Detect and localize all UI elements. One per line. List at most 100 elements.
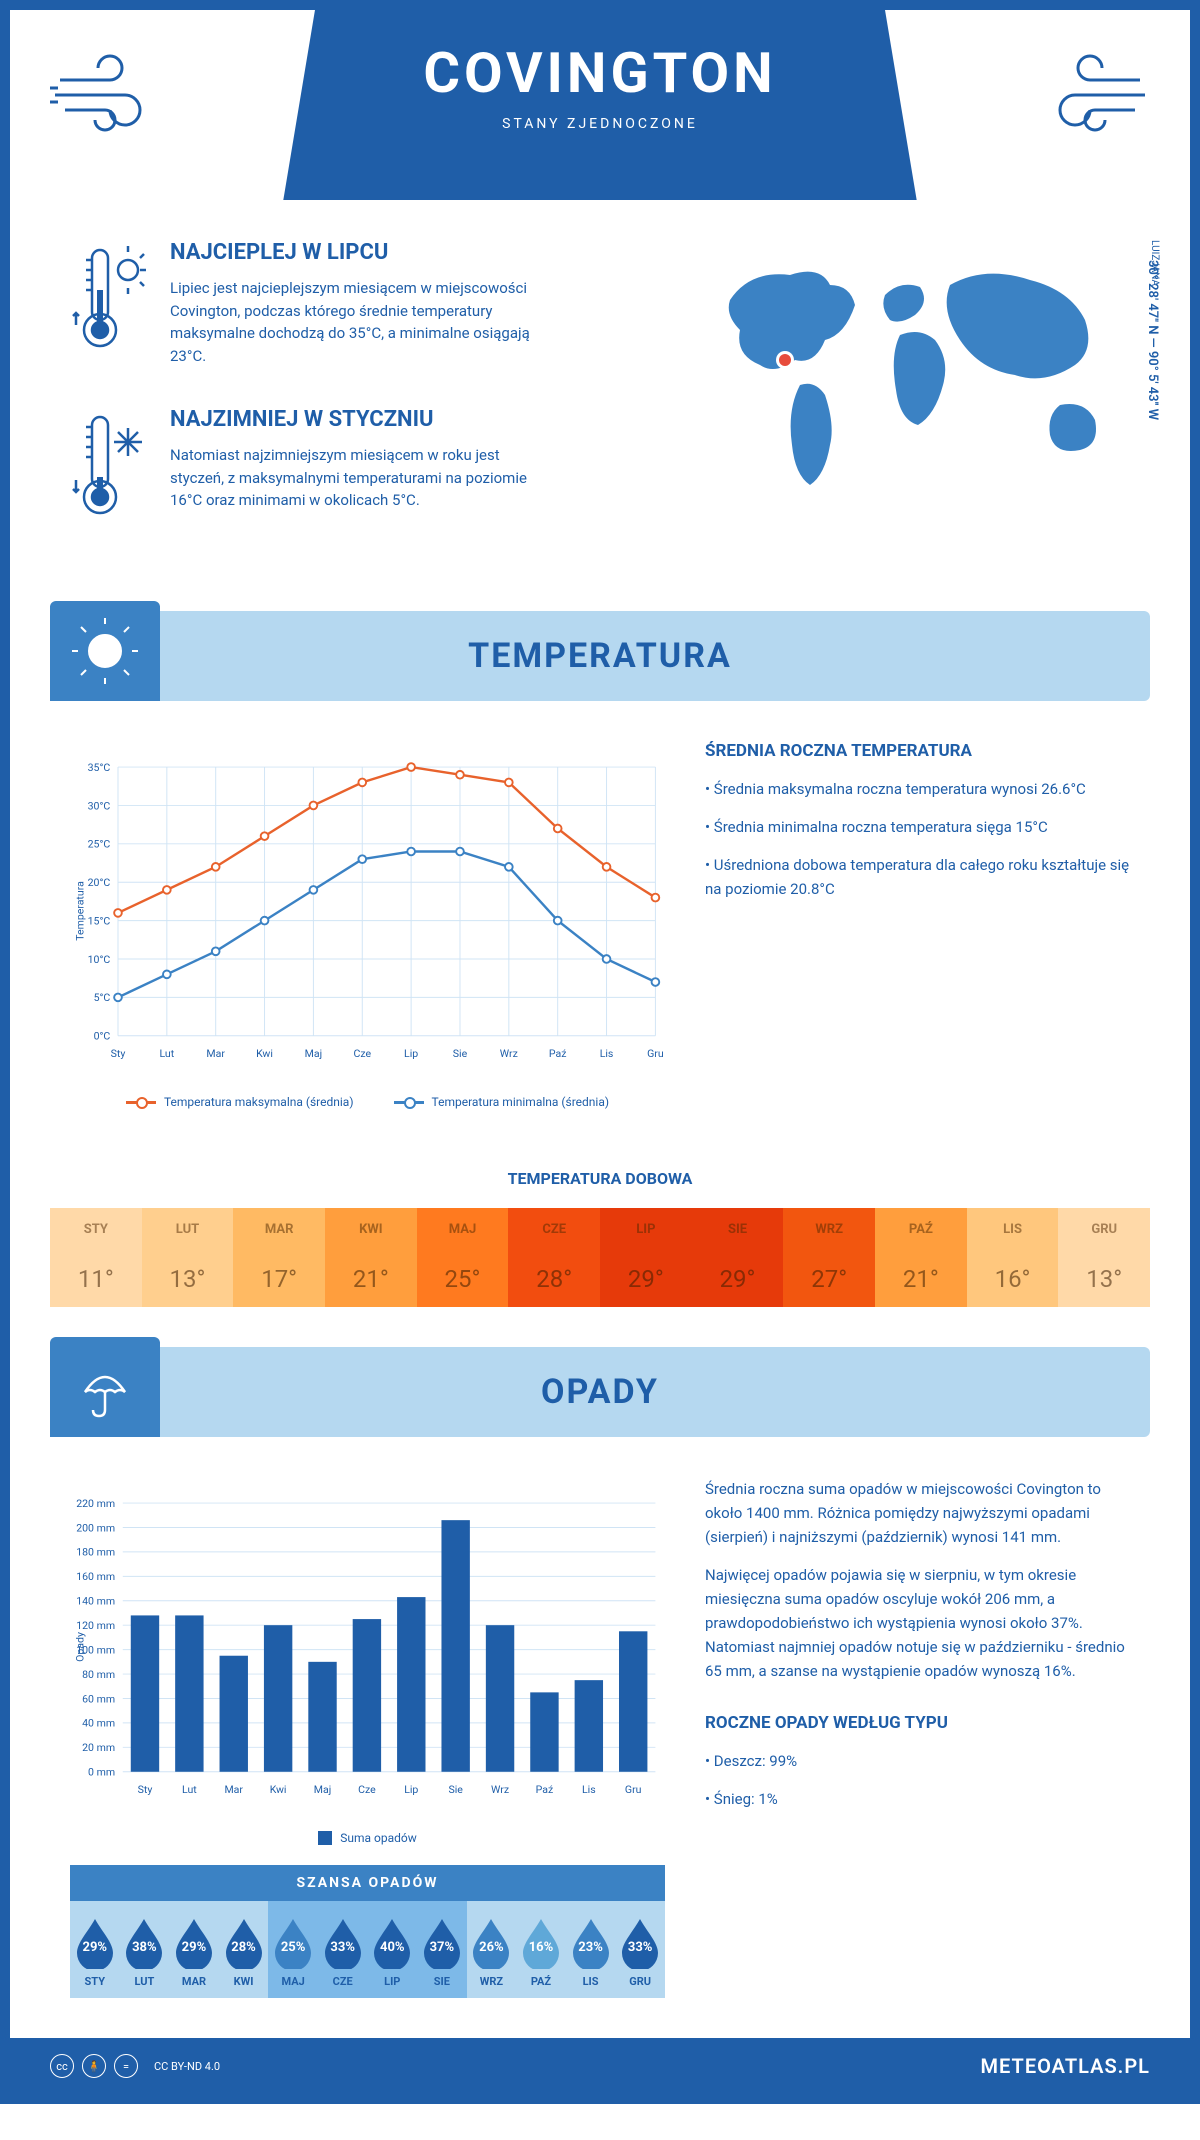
- rain-chance-cell: 26%WRZ: [467, 1901, 517, 1998]
- temperature-section-header: TEMPERATURA: [50, 611, 1150, 701]
- sun-icon: [50, 601, 160, 701]
- thermometer-cold-icon: [70, 407, 150, 531]
- svg-text:Lip: Lip: [404, 1783, 418, 1796]
- precip-type-item: • Deszcz: 99%: [705, 1749, 1130, 1773]
- rain-chance-cell: 29%STY: [70, 1901, 120, 1998]
- precip-title: OPADY: [541, 1372, 659, 1412]
- precip-bar-chart: 0 mm20 mm40 mm60 mm80 mm100 mm120 mm140 …: [70, 1477, 665, 1845]
- svg-text:Kwi: Kwi: [256, 1047, 273, 1060]
- license: cc 🧍 = CC BY-ND 4.0: [50, 2054, 220, 2078]
- coordinates: 30° 28' 47'' N — 90° 5' 43'' W: [1145, 260, 1160, 420]
- svg-text:Paź: Paź: [536, 1783, 554, 1796]
- daily-temp-cell: PAŹ21°: [875, 1208, 967, 1307]
- svg-text:20°C: 20°C: [88, 876, 111, 889]
- coldest-title: NAJZIMNIEJ W STYCZNIU: [170, 407, 550, 432]
- svg-text:Mar: Mar: [206, 1047, 225, 1060]
- daily-temp-cell: MAR17°: [233, 1208, 325, 1307]
- svg-text:40 mm: 40 mm: [82, 1717, 115, 1730]
- svg-text:Temperatura: Temperatura: [73, 881, 86, 941]
- svg-text:5°C: 5°C: [94, 991, 111, 1004]
- rain-chance-cell: 33%GRU: [615, 1901, 665, 1998]
- temperature-title: TEMPERATURA: [468, 636, 732, 676]
- temp-bullet: • Średnia maksymalna roczna temperatura …: [705, 777, 1130, 801]
- svg-text:60 mm: 60 mm: [82, 1692, 115, 1705]
- svg-text:Mar: Mar: [224, 1783, 243, 1796]
- svg-text:80 mm: 80 mm: [82, 1668, 115, 1681]
- svg-text:Opady: Opady: [73, 1632, 86, 1662]
- svg-text:160 mm: 160 mm: [76, 1570, 115, 1583]
- precip-section-header: OPADY: [50, 1347, 1150, 1437]
- svg-text:Lut: Lut: [182, 1783, 197, 1796]
- cc-by-icon: 🧍: [82, 2054, 106, 2078]
- country-subtitle: STANY ZJEDNOCZONE: [423, 116, 776, 132]
- rain-chance-cell: 28%KWI: [219, 1901, 269, 1998]
- wind-icon: [50, 40, 170, 144]
- precip-type-item: • Śnieg: 1%: [705, 1787, 1130, 1811]
- thermometer-hot-icon: [70, 240, 150, 367]
- daily-temp-cell: STY11°: [50, 1208, 142, 1307]
- overview: NAJCIEPLEJ W LIPCU Lipiec jest najcieple…: [10, 200, 1190, 611]
- footer: cc 🧍 = CC BY-ND 4.0 METEOATLAS.PL: [10, 2038, 1190, 2094]
- svg-text:120 mm: 120 mm: [76, 1619, 115, 1632]
- svg-text:Wrz: Wrz: [491, 1783, 509, 1796]
- svg-text:0°C: 0°C: [94, 1030, 111, 1043]
- svg-text:Maj: Maj: [314, 1783, 331, 1796]
- precip-info: Średnia roczna suma opadów w miejscowośc…: [705, 1477, 1130, 1998]
- svg-text:10°C: 10°C: [88, 953, 111, 966]
- legend-max: .legend-item:nth-child(1) .legend-sw::af…: [126, 1095, 354, 1109]
- temperature-line-chart: 0°C5°C10°C15°C20°C25°C30°C35°CStyLutMarK…: [70, 741, 665, 1109]
- legend-min: .legend-item:nth-child(2) .legend-sw::af…: [394, 1095, 610, 1109]
- cc-icon: cc: [50, 2054, 74, 2078]
- umbrella-icon: [50, 1337, 160, 1437]
- avg-temp-title: ŚREDNIA ROCZNA TEMPERATURA: [705, 741, 1130, 761]
- svg-text:Lis: Lis: [600, 1047, 614, 1060]
- daily-temp-cell: LIS16°: [967, 1208, 1059, 1307]
- site-name: METEOATLAS.PL: [981, 2054, 1150, 2078]
- daily-temp-title: TEMPERATURA DOBOWA: [10, 1169, 1190, 1188]
- svg-text:0 mm: 0 mm: [88, 1766, 115, 1779]
- svg-text:Lip: Lip: [404, 1047, 418, 1060]
- svg-text:25°C: 25°C: [88, 838, 111, 851]
- svg-text:Sie: Sie: [453, 1047, 468, 1060]
- coldest-text: Natomiast najzimniejszym miesiącem w rok…: [170, 444, 550, 512]
- daily-temp-cell: KWI21°: [325, 1208, 417, 1307]
- daily-temp-cell: GRU13°: [1058, 1208, 1150, 1307]
- rain-chance-cell: 33%CZE: [318, 1901, 368, 1998]
- temp-bullet: • Uśredniona dobowa temperatura dla całe…: [705, 853, 1130, 901]
- city-title: COVINGTON: [423, 40, 776, 106]
- rain-chance-cell: 29%MAR: [169, 1901, 219, 1998]
- rain-chance-cell: 40%LIP: [367, 1901, 417, 1998]
- hottest-text: Lipiec jest najcieplejszym miesiącem w m…: [170, 277, 550, 367]
- precip-para: Najwięcej opadów pojawia się w sierpniu,…: [705, 1563, 1130, 1683]
- svg-text:Maj: Maj: [305, 1047, 322, 1060]
- hottest-title: NAJCIEPLEJ W LIPCU: [170, 240, 550, 265]
- rain-chance-cell: 23%LIS: [566, 1901, 616, 1998]
- svg-text:Gru: Gru: [625, 1783, 642, 1796]
- svg-text:Paź: Paź: [549, 1047, 567, 1060]
- daily-temp-cell: LIP29°: [600, 1208, 692, 1307]
- rain-chance-title: SZANSA OPADÓW: [70, 1865, 665, 1901]
- daily-temp-cell: LUT13°: [142, 1208, 234, 1307]
- rain-chance-cell: 25%MAJ: [268, 1901, 318, 1998]
- svg-text:200 mm: 200 mm: [76, 1521, 115, 1534]
- header: COVINGTON STANY ZJEDNOCZONE: [10, 10, 1190, 200]
- svg-text:Lut: Lut: [159, 1047, 174, 1060]
- svg-text:Cze: Cze: [358, 1783, 376, 1796]
- rain-chance-strip: 29%STY38%LUT29%MAR28%KWI25%MAJ33%CZE40%L…: [70, 1901, 665, 1998]
- svg-text:Cze: Cze: [353, 1047, 371, 1060]
- svg-text:180 mm: 180 mm: [76, 1546, 115, 1559]
- svg-text:220 mm: 220 mm: [76, 1497, 115, 1510]
- daily-temp-cell: CZE28°: [508, 1208, 600, 1307]
- svg-text:Gru: Gru: [647, 1047, 664, 1060]
- svg-text:35°C: 35°C: [88, 761, 111, 774]
- temp-bullet: • Średnia minimalna roczna temperatura s…: [705, 815, 1130, 839]
- wind-icon: [1030, 40, 1150, 144]
- daily-temp-cell: SIE29°: [692, 1208, 784, 1307]
- svg-text:140 mm: 140 mm: [76, 1595, 115, 1608]
- svg-text:Wrz: Wrz: [500, 1047, 518, 1060]
- svg-text:Sie: Sie: [448, 1783, 463, 1796]
- title-banner: COVINGTON STANY ZJEDNOCZONE: [283, 10, 916, 200]
- svg-text:30°C: 30°C: [88, 799, 111, 812]
- rain-chance-cell: 38%LUT: [120, 1901, 170, 1998]
- daily-temp-cell: MAJ25°: [417, 1208, 509, 1307]
